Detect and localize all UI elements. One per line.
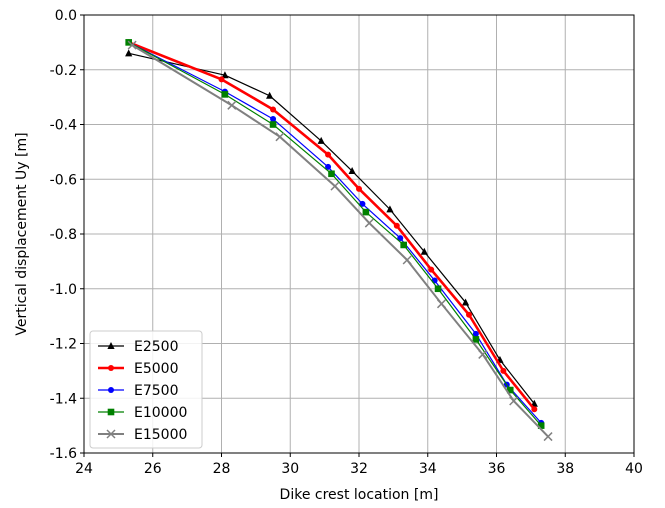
y-tick-label: -1.6: [50, 446, 77, 462]
x-tick-label: 24: [75, 461, 93, 477]
data-point: [275, 132, 285, 142]
data-point: [537, 422, 545, 429]
legend-item: E10000: [98, 405, 187, 421]
data-point: [221, 91, 229, 98]
series-line: [128, 41, 542, 427]
y-tick-label: 0.0: [55, 8, 77, 24]
y-tick-label: -1.2: [50, 337, 77, 353]
data-point: [348, 167, 356, 175]
data-point: [400, 241, 407, 249]
data-point: [221, 71, 229, 79]
data-point: [472, 336, 480, 343]
legend-label: E7500: [134, 383, 178, 399]
data-point: [506, 386, 514, 394]
data-point: [434, 285, 442, 293]
x-tick-label: 40: [625, 461, 643, 477]
y-tick-label: -0.8: [50, 227, 77, 243]
y-axis-ticks: 0.0 -0.2 -0.4 -0.6 -0.8 -1.0 -1.2 -1.4 -1.6: [50, 8, 84, 462]
legend-label: E10000: [134, 405, 187, 421]
data-point: [397, 235, 404, 242]
data-point: [328, 170, 335, 178]
series-line: [128, 41, 542, 424]
data-point: [420, 247, 428, 255]
data-point: [364, 218, 374, 228]
data-point: [531, 406, 538, 413]
legend-label: E2500: [134, 339, 178, 355]
y-tick-label: -0.6: [50, 172, 77, 188]
legend-label: E5000: [134, 361, 178, 377]
x-tick-label: 30: [281, 461, 299, 477]
series-e10000: [125, 39, 545, 429]
data-point: [325, 151, 332, 158]
data-point: [478, 349, 488, 359]
data-point: [325, 163, 332, 170]
x-tick-label: 26: [144, 461, 162, 477]
x-axis-ticks: 24 26 28 30 32 34 36 38 40: [75, 453, 643, 477]
legend-label: E15000: [134, 427, 187, 443]
x-tick-label: 34: [419, 461, 437, 477]
data-point: [270, 106, 277, 113]
legend-item: E7500: [98, 383, 178, 399]
data-point: [330, 181, 340, 191]
legend-item: E2500: [98, 339, 178, 355]
y-tick-label: -1.0: [50, 282, 77, 298]
data-point: [218, 76, 225, 83]
y-tick-label: -0.2: [50, 63, 77, 79]
data-point: [543, 432, 553, 442]
data-point: [466, 311, 472, 318]
series-line: [128, 41, 536, 411]
data-point: [362, 208, 370, 216]
data-point: [127, 40, 137, 50]
series-e15000: [127, 40, 553, 442]
x-tick-label: 36: [488, 461, 506, 477]
x-tick-label: 32: [350, 461, 368, 477]
data-point: [472, 330, 479, 337]
x-tick-label: 28: [213, 461, 231, 477]
data-point: [125, 49, 133, 57]
series-group: [125, 39, 553, 442]
y-tick-label: -1.4: [50, 391, 77, 407]
series-line: [131, 44, 549, 438]
data-point: [266, 91, 274, 99]
data-point: [428, 266, 435, 273]
legend-item: E5000: [98, 361, 178, 377]
legend-marker: [107, 342, 115, 349]
legend-marker: [108, 387, 114, 393]
legend-marker: [108, 365, 114, 371]
legend-box: [89, 330, 203, 449]
data-point: [227, 100, 237, 110]
legend: E2500 E5000 E7500 E10000 E15000: [89, 330, 203, 449]
series-line: [128, 52, 535, 405]
data-point: [500, 367, 507, 374]
data-point: [402, 255, 412, 265]
y-tick-label: -0.4: [50, 118, 77, 134]
data-point: [461, 298, 470, 306]
data-point: [509, 396, 519, 406]
legend-item: E15000: [98, 427, 187, 443]
data-point: [393, 222, 400, 229]
x-axis-label: Dike crest location [m]: [280, 487, 439, 503]
legend-marker: [106, 429, 116, 439]
data-point: [386, 205, 394, 213]
data-point: [436, 299, 447, 309]
x-tick-label: 38: [556, 461, 574, 477]
y-axis-label: Vertical displacement Uy [m]: [14, 132, 30, 335]
data-point: [317, 136, 325, 144]
data-point: [270, 116, 277, 123]
data-point: [356, 185, 362, 192]
data-point: [269, 121, 277, 128]
legend-marker: [107, 408, 115, 416]
data-point: [359, 200, 366, 207]
